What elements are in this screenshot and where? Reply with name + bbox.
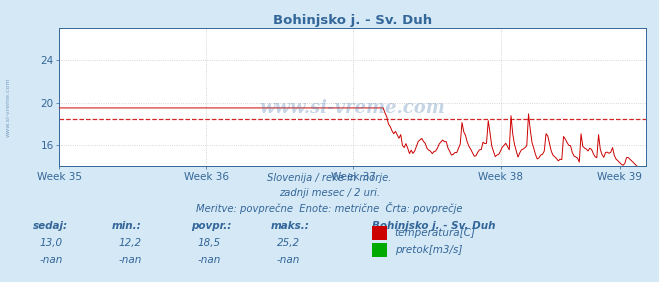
Text: Bohinjsko j. - Sv. Duh: Bohinjsko j. - Sv. Duh (372, 221, 496, 231)
Text: 25,2: 25,2 (277, 238, 300, 248)
Text: 13,0: 13,0 (40, 238, 63, 248)
Text: -nan: -nan (277, 255, 300, 265)
Text: -nan: -nan (119, 255, 142, 265)
Text: min.:: min.: (112, 221, 142, 231)
Text: maks.:: maks.: (270, 221, 309, 231)
Text: zadnji mesec / 2 uri.: zadnji mesec / 2 uri. (279, 188, 380, 197)
Text: Slovenija / reke in morje.: Slovenija / reke in morje. (268, 173, 391, 183)
Text: povpr.:: povpr.: (191, 221, 231, 231)
Text: 18,5: 18,5 (198, 238, 221, 248)
Text: -nan: -nan (198, 255, 221, 265)
Text: sedaj:: sedaj: (33, 221, 68, 231)
Text: www.si-vreme.com: www.si-vreme.com (5, 78, 11, 137)
Text: Meritve: povprečne  Enote: metrične  Črta: povprečje: Meritve: povprečne Enote: metrične Črta:… (196, 202, 463, 214)
Text: temperatura[C]: temperatura[C] (395, 228, 476, 238)
Title: Bohinjsko j. - Sv. Duh: Bohinjsko j. - Sv. Duh (273, 14, 432, 27)
Text: 12,2: 12,2 (119, 238, 142, 248)
Text: pretok[m3/s]: pretok[m3/s] (395, 245, 462, 255)
Text: www.si-vreme.com: www.si-vreme.com (260, 99, 445, 117)
Text: -nan: -nan (40, 255, 63, 265)
